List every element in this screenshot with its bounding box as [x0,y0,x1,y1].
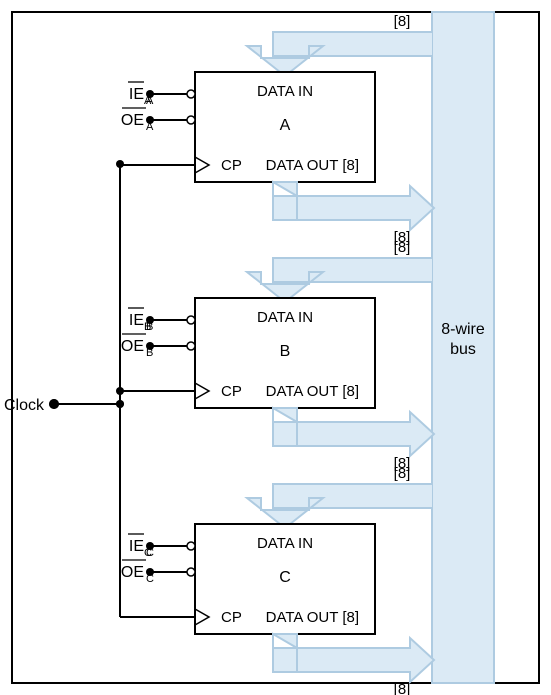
register-A: [8]DATA INACPDATA OUT [8][8]IEAOEAA [120,13,434,246]
oe-label-C: OE [121,564,144,581]
data-in-width-A: [8] [394,13,411,30]
bus-label-1: 8-wire [441,321,485,338]
ie-sub2-A: A [146,95,154,107]
register-B: [8]DATA INBCPDATA OUT [8][8]IEBOEBB [120,239,434,472]
oe-label-B: OE [121,338,144,355]
ie-sub2-B: B [146,321,153,333]
ie-label-C: IE [129,538,144,555]
data-out-width-C: [8] [394,681,411,695]
clock-source-dot [49,399,59,409]
oe-sub-B: B [146,347,153,359]
ie-bubble-A [187,90,195,98]
oe-bubble-B [187,342,195,350]
ie-sub2-C: C [146,547,154,559]
cp-label-A: CP [221,157,242,174]
data-in-band-B [273,258,432,282]
data-in-width-B: [8] [394,239,411,256]
oe-bubble-C [187,568,195,576]
data-in-band-A [273,32,432,56]
data-out-arrow-B [273,408,434,456]
oe-bubble-A [187,116,195,124]
oe-sub-C: C [146,573,154,585]
data-in-width-C: [8] [394,465,411,482]
data-out-arrow-A [273,182,434,230]
data-in-label-A: DATA IN [257,83,313,100]
cp-label-C: CP [221,609,242,626]
bus-diagram: 8-wire bus Clock [8] DATA IN A CP DATA OUT [… [0,0,551,695]
clock-label: Clock [4,397,45,414]
data-in-band-C [273,484,432,508]
register-id-B: B [280,343,291,360]
clock-trunk [54,164,120,616]
oe-sub-A: A [146,121,154,133]
ie-bubble-C [187,542,195,550]
register-C: [8]DATA INCCPDATA OUT [8][8]IECOECC [120,465,434,695]
data-in-label-B: DATA IN [257,309,313,326]
cp-label-B: CP [221,383,242,400]
data-out-arrow-C [273,634,434,682]
data-out-label-C: DATA OUT [8] [266,609,359,626]
ie-label-A: IE [129,86,144,103]
data-in-label-C: DATA IN [257,535,313,552]
oe-label-A: OE [121,112,144,129]
bus-label-2: bus [450,341,476,358]
data-out-label-B: DATA OUT [8] [266,383,359,400]
ie-label-B: IE [129,312,144,329]
register-id-A: A [280,117,291,134]
ie-bubble-B [187,316,195,324]
register-id-C: C [279,569,291,586]
clock-junction-mid [116,387,124,395]
data-out-label-A: DATA OUT [8] [266,157,359,174]
clock-junction-main [116,400,124,408]
